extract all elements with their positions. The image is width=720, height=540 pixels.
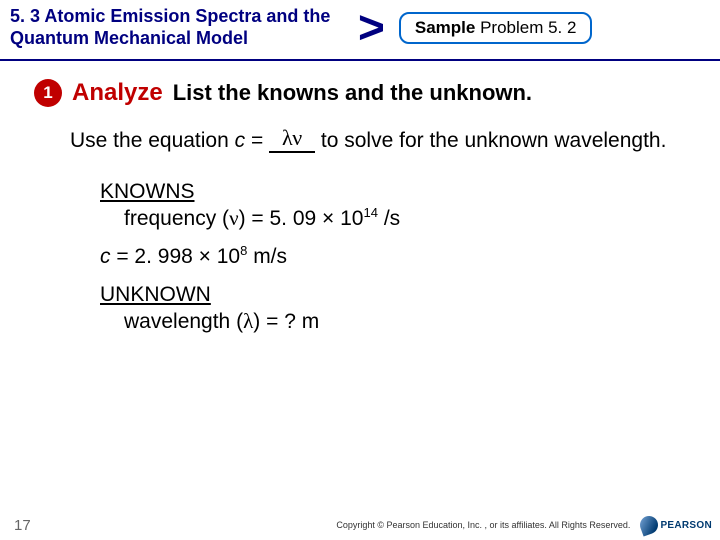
knowns-title: KNOWNS — [100, 180, 690, 204]
footer-right: Copyright © Pearson Education, Inc. , or… — [336, 516, 712, 534]
section-title: 5. 3 Atomic Emission Spectra and the Qua… — [10, 6, 350, 49]
sample-problem-badge: Sample Problem 5. 2 — [399, 12, 593, 44]
body-area: 1 Analyze List the knowns and the unknow… — [0, 61, 720, 333]
c-block: c = 2. 998 × 108 m/s — [100, 245, 690, 269]
sample-rest: Problem 5. 2 — [475, 18, 576, 37]
para-eq: = — [245, 129, 269, 152]
unknown-title: UNKNOWN — [100, 283, 690, 307]
step-number-circle: 1 — [34, 79, 62, 107]
equation-blank: λν — [269, 130, 315, 153]
freq-unit: /s — [378, 207, 400, 230]
freq-label: frequency ( — [124, 207, 229, 230]
pearson-brand-text: PEARSON — [660, 520, 712, 531]
header-bar: 5. 3 Atomic Emission Spectra and the Qua… — [0, 0, 720, 61]
para-c: c — [235, 129, 246, 152]
unknown-block: UNKNOWN wavelength (λ) = ? m — [100, 283, 690, 334]
nu-symbol: ν — [229, 206, 239, 230]
freq-close: ) = 5. 09 × 10 — [239, 207, 364, 230]
sample-bold: Sample — [415, 18, 475, 37]
page-number: 17 — [14, 517, 31, 534]
copyright-text: Copyright © Pearson Education, Inc. , or… — [336, 520, 630, 530]
knowns-block: KNOWNS frequency (ν) = 5. 09 × 1014 /s — [100, 180, 690, 231]
para-pre: Use the equation — [70, 129, 235, 152]
unk-post: ) = ? m — [253, 310, 319, 333]
unk-pre: wavelength ( — [124, 310, 243, 333]
lambda-symbol: λ — [243, 309, 253, 333]
para-post: to solve for the unknown wavelength. — [315, 129, 666, 152]
greater-than-icon: > — [358, 9, 385, 46]
freq-exp: 14 — [364, 205, 378, 220]
c-label: c — [100, 245, 111, 268]
c-unit: m/s — [247, 245, 287, 268]
footer: 17 Copyright © Pearson Education, Inc. ,… — [0, 516, 720, 534]
instruction-paragraph: Use the equation c = λν to solve for the… — [70, 127, 690, 155]
pearson-logo: PEARSON — [640, 516, 712, 534]
step-text: List the knowns and the unknown. — [173, 80, 532, 106]
pearson-swoosh-icon — [638, 513, 661, 536]
step-row: 1 Analyze List the knowns and the unknow… — [34, 79, 690, 107]
c-rest: = 2. 998 × 10 — [111, 245, 241, 268]
step-label: Analyze — [72, 79, 163, 107]
unknown-line: wavelength (λ) = ? m — [124, 309, 690, 334]
lambda-nu: λν — [282, 125, 302, 150]
knowns-frequency: frequency (ν) = 5. 09 × 1014 /s — [124, 206, 690, 231]
knowns-c: c = 2. 998 × 108 m/s — [100, 245, 690, 269]
